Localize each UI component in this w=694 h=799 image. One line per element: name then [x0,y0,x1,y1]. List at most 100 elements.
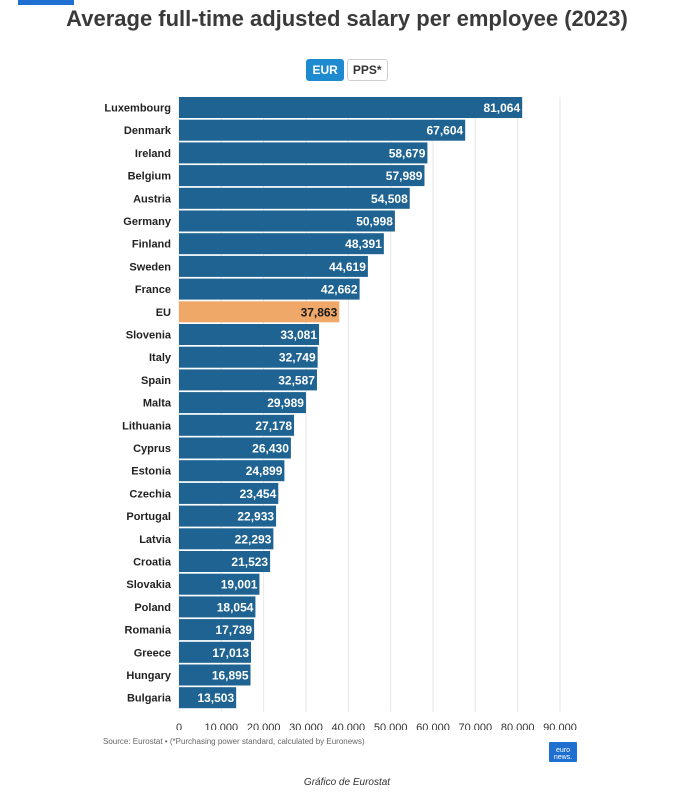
data-label: 17,013 [212,646,249,660]
currency-toggle-group: EUR PPS* [0,59,694,81]
category-label: Greece [134,647,171,659]
bar [179,187,410,209]
data-label: 17,739 [215,623,252,637]
category-label: Belgium [128,171,172,183]
category-label: Italy [149,352,172,364]
bar-chart: Luxembourg 81,064 Denmark 67,604 Ireland 58,6… [104,97,577,730]
x-tick-label: 30,000 [289,722,323,730]
category-label: Bulgaria [127,693,172,705]
data-label: 32,587 [278,373,315,387]
bar [179,392,306,414]
data-label: 44,619 [329,260,366,274]
data-label: 37,863 [301,305,338,319]
bar [179,119,466,141]
category-label: EU [156,307,171,319]
bar [179,641,252,663]
category-label: Cyprus [133,443,171,455]
bar [179,142,428,164]
data-label: 24,899 [246,464,283,478]
bar [179,301,340,323]
bar [179,233,384,255]
data-label: 19,001 [221,578,258,592]
bar [179,346,318,368]
bar [179,505,277,527]
data-label: 27,178 [255,419,292,433]
chart-title: Average full-time adjusted salary per em… [66,6,628,31]
x-tick-label: 10,000 [205,722,239,730]
category-label: Estonia [131,466,172,478]
eur-toggle-button[interactable]: EUR [306,59,344,81]
data-label: 54,508 [371,192,408,206]
data-label: 18,054 [217,600,254,614]
bar [179,324,320,345]
category-label: Poland [134,602,171,614]
data-label: 26,430 [252,442,289,456]
bar [179,97,523,118]
bar [179,437,291,459]
data-label: 23,454 [240,487,277,501]
data-label: 48,391 [345,237,382,251]
category-label: Portugal [126,511,171,523]
data-label: 81,064 [483,101,520,115]
x-tick-label: 90,000 [543,722,577,730]
bar [179,278,360,300]
category-label: Romania [125,625,172,637]
x-tick-label: 60,000 [416,722,450,730]
x-tick-label: 70,000 [459,722,493,730]
data-label: 16,895 [212,669,249,683]
bar [179,573,260,595]
category-label: Malta [143,398,172,410]
bar [179,619,255,641]
category-label: France [135,284,171,296]
bar [179,460,285,482]
category-label: Lithuania [122,420,172,432]
category-label: Slovenia [126,330,172,342]
category-label: Austria [133,193,172,205]
category-label: Ireland [135,148,171,160]
bar [179,369,317,391]
source-note: Source: Eurostat • (*Purchasing power st… [103,737,365,746]
bar [179,165,425,187]
data-label: 22,933 [237,510,274,524]
data-label: 33,081 [280,328,317,342]
category-label: Czechia [129,488,171,500]
category-label: Croatia [133,557,172,569]
x-tick-label: 50,000 [374,722,408,730]
data-label: 21,523 [231,555,268,569]
category-label: Denmark [124,125,172,137]
bar [179,528,274,550]
category-label: Sweden [129,261,171,273]
x-tick-label: 0 [176,722,182,730]
pps-toggle-button[interactable]: PPS* [346,59,388,81]
data-label: 58,679 [389,146,426,160]
bar [179,210,395,232]
data-label: 67,604 [426,124,463,138]
data-label: 29,989 [267,396,304,410]
x-tick-label: 20,000 [247,722,281,730]
x-tick-label: 40,000 [332,722,366,730]
top-accent-tab [18,0,74,5]
image-caption: Gráfico de Eurostat [303,777,391,788]
bar [179,596,256,618]
bar [179,551,271,572]
category-label: Finland [132,239,171,251]
bar [179,664,251,686]
category-label: Luxembourg [104,103,171,115]
euronews-logo: euro news. [549,742,577,762]
category-label: Spain [141,375,171,387]
data-label: 50,998 [356,215,393,229]
bar [179,414,295,436]
bar [179,482,279,504]
data-label: 32,749 [279,351,316,365]
category-label: Latvia [139,534,172,546]
data-label: 57,989 [386,169,423,183]
category-label: Germany [123,216,172,228]
data-label: 13,503 [197,691,234,705]
x-tick-label: 80,000 [501,722,535,730]
bar [179,687,237,709]
category-label: Slovakia [126,579,172,591]
category-label: Hungary [126,670,172,682]
bar [179,255,368,277]
data-label: 22,293 [235,532,272,546]
data-label: 42,662 [321,283,358,297]
